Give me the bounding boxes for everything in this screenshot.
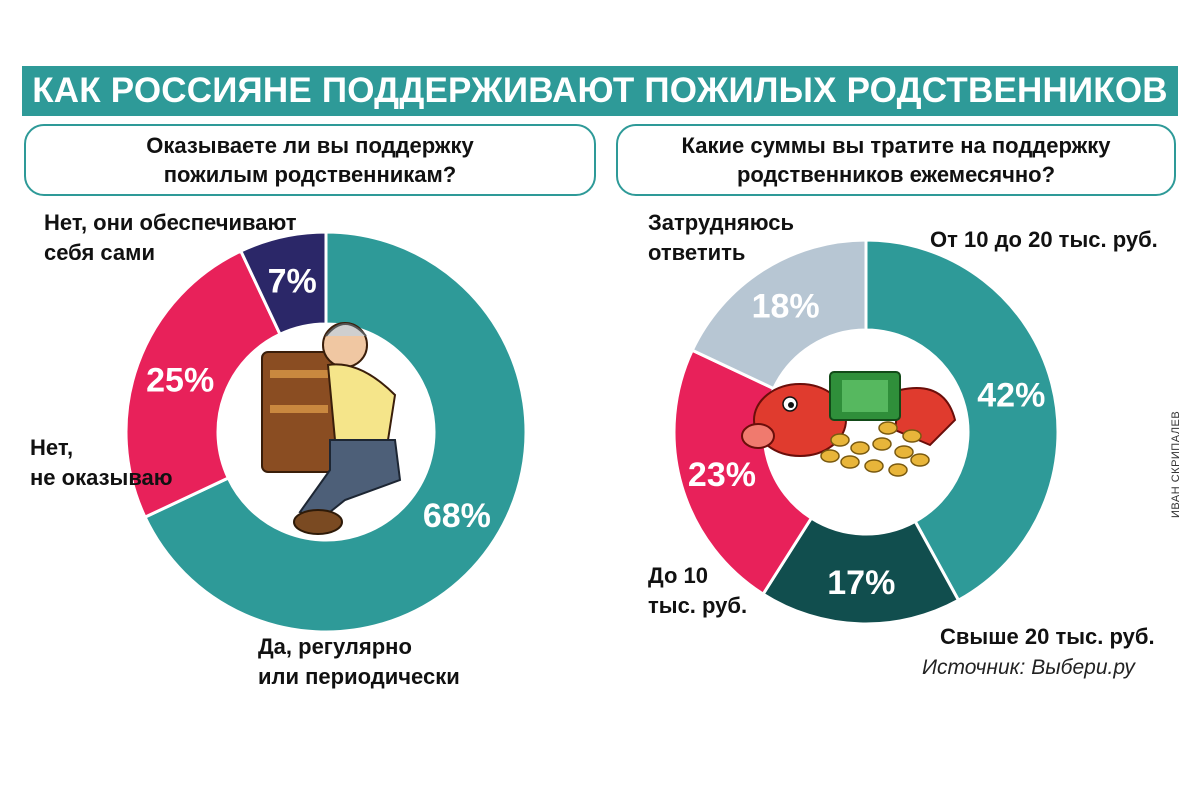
slice-value-label-amounts-0: 42% [977, 377, 1045, 415]
slice-support-1 [124, 249, 283, 520]
question-left: Оказываете ли вы поддержку пожилым родст… [146, 133, 474, 187]
legend-label-under-10k: До 10 тыс. руб. [648, 563, 748, 618]
slice-amounts-1 [761, 516, 961, 626]
piggy-bank-illustration [741, 371, 957, 477]
slice-support-0 [143, 230, 528, 634]
slice-value-label-amounts-3: 18% [752, 287, 820, 325]
legend-label-10-20k: От 10 до 20 тыс. руб. [930, 227, 1158, 252]
legend-label-over-20k: Свыше 20 тыс. руб. [940, 624, 1155, 649]
slice-support-2 [238, 230, 328, 337]
question-box-left: Оказываете ли вы поддержку пожилым родст… [24, 124, 596, 196]
slice-value-label-support-2: 7% [268, 263, 317, 301]
illustrator-credit: ИВАН СКРИПАЛЕВ [1170, 410, 1182, 518]
slice-value-label-amounts-2: 23% [688, 456, 756, 494]
source-note: Источник: Выбери.ру [922, 656, 1135, 679]
page-title: КАК РОССИЯНЕ ПОДДЕРЖИВАЮТ ПОЖИЛЫХ РОДСТВ… [32, 71, 1168, 110]
slice-value-label-amounts-1: 17% [827, 564, 895, 602]
legend-label-hard-to-say: Затрудняюсь ответить [648, 210, 794, 265]
slice-amounts-3 [690, 238, 868, 391]
slice-value-label-support-1: 25% [146, 361, 214, 399]
craftsman-illustration [261, 322, 402, 535]
question-right: Какие суммы вы тратите на поддержку родс… [681, 133, 1111, 187]
legend-label-self-sufficient: Нет, они обеспечивают себя сами [44, 210, 297, 265]
slice-value-label-support-0: 68% [423, 497, 491, 535]
donut-hole-amounts [766, 332, 966, 532]
donut-amounts: 42% 17% 23% 18% [672, 238, 1060, 626]
slice-amounts-0 [864, 238, 1060, 603]
legend-label-yes-regularly: Да, регулярно или периодически [258, 634, 460, 689]
question-box-right: Какие суммы вы тратите на поддержку родс… [616, 124, 1176, 196]
title-banner: КАК РОССИЯНЕ ПОДДЕРЖИВАЮТ ПОЖИЛЫХ РОДСТВ… [22, 66, 1178, 116]
slice-amounts-2 [672, 348, 814, 597]
legend-label-no-support: Нет, не оказываю [30, 435, 173, 490]
